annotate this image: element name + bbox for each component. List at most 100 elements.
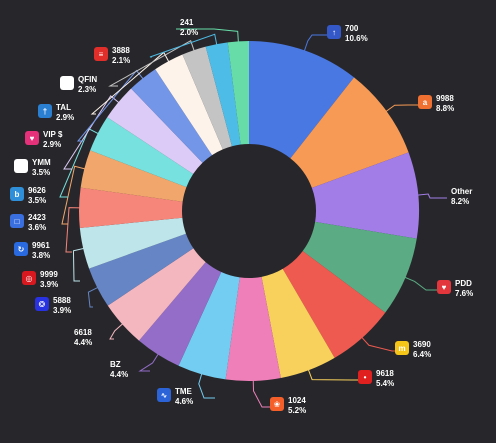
baidu-icon: [35, 297, 49, 311]
slice-label-percent: 2.3%: [78, 85, 96, 94]
slice-5888[interactable]: [89, 233, 194, 306]
slice-ymm[interactable]: [107, 88, 203, 175]
slice-9988[interactable]: [290, 77, 409, 188]
tencent-icon: [327, 25, 341, 39]
meituan-glyph: m: [398, 344, 405, 353]
jd-glyph: •: [364, 373, 367, 382]
trip-icon: [14, 242, 28, 256]
slice-other[interactable]: [311, 152, 419, 239]
slice-label-percent: 3.9%: [40, 280, 58, 289]
slice-label-code: 9988: [436, 94, 454, 103]
slice-pdd[interactable]: [302, 221, 417, 313]
alibaba-glyph: a: [423, 98, 428, 107]
pdd-icon: [437, 280, 451, 294]
beike-glyph: □: [15, 217, 20, 226]
slice-label: BZ4.4%: [110, 360, 128, 379]
slice-label-percent: 2.0%: [180, 28, 198, 37]
slice-tal[interactable]: [155, 54, 223, 156]
leader-line: [149, 33, 218, 58]
meituan-icon: [395, 341, 409, 355]
slice-label-percent: 3.6%: [28, 223, 46, 232]
leader-line: [198, 372, 215, 399]
slice-qfin[interactable]: [182, 46, 232, 150]
slice-label-percent: 8.2%: [451, 197, 469, 206]
baidu-glyph: ❂: [39, 300, 46, 309]
vipshop-icon: [25, 131, 39, 145]
kingsoft-icon: [94, 47, 108, 61]
qfin-glyph: ●: [65, 79, 70, 88]
alibaba-icon: [418, 95, 432, 109]
slice-label-code: 1024: [288, 396, 306, 405]
leader-line: [416, 193, 447, 199]
slice-label-percent: 4.4%: [74, 338, 92, 347]
ymm-icon: [14, 159, 28, 173]
trip-glyph: ↻: [18, 245, 25, 254]
slice-3888[interactable]: [205, 42, 241, 147]
leader-line: [138, 352, 160, 372]
slice-label-percent: 8.8%: [436, 104, 454, 113]
slice-9961[interactable]: [79, 187, 183, 229]
slice-3690[interactable]: [282, 251, 386, 358]
leader-line: [87, 286, 100, 308]
slice-9618[interactable]: [261, 268, 335, 378]
slice-label-code: 9961: [32, 241, 50, 250]
netease-glyph: ◎: [26, 274, 33, 283]
slice-label-code: QFIN: [78, 75, 97, 84]
leader-line: [90, 51, 170, 115]
leader-line: [108, 39, 196, 87]
slice-vip[interactable]: [131, 69, 213, 163]
slice-label-code: 700: [345, 24, 359, 33]
slice-label-percent: 2.9%: [56, 113, 74, 122]
slice-bz[interactable]: [139, 262, 222, 366]
slice-241[interactable]: [227, 41, 249, 145]
kuaishou-glyph: ❀: [274, 400, 281, 409]
slice-label-percent: 7.6%: [455, 289, 473, 298]
slice-label-percent: 3.5%: [28, 196, 46, 205]
slice-label: ♥ VIP $2.9%: [25, 130, 63, 149]
leader-line: [109, 322, 125, 340]
leader-line: [176, 28, 239, 44]
slice-label-code: TAL: [56, 103, 71, 112]
slice-label-percent: 3.8%: [32, 251, 50, 260]
kingsoft-glyph: ≡: [99, 50, 104, 59]
leader-line: [303, 34, 341, 53]
kuaishou-icon: [270, 397, 284, 411]
slice-label-code: 5888: [53, 296, 71, 305]
slice-label-percent: 4.6%: [175, 397, 193, 406]
slice-700[interactable]: [249, 41, 355, 159]
jd-icon: [358, 370, 372, 384]
slice-label-code: 6618: [74, 328, 92, 337]
slice-label-percent: 4.4%: [110, 370, 128, 379]
qfin-icon: [60, 76, 74, 90]
slice-label-code: 2423: [28, 213, 46, 222]
slice-2423[interactable]: [80, 150, 187, 202]
leader-line: [61, 165, 87, 225]
slice-tme[interactable]: [178, 271, 240, 380]
tencent-glyph: ↑: [332, 28, 336, 37]
slice-label-percent: 10.6%: [345, 34, 368, 43]
leader-line: [59, 128, 100, 198]
leader-line: [72, 247, 86, 282]
slice-9626[interactable]: [90, 117, 194, 188]
slice-6618[interactable]: [107, 248, 206, 341]
slice-label-percent: 6.4%: [413, 350, 431, 359]
slice-1024[interactable]: [225, 276, 281, 381]
slice-label-code: YMM: [32, 158, 51, 167]
slice-9999[interactable]: [79, 217, 186, 269]
slice-label-code: 3888: [112, 46, 130, 55]
